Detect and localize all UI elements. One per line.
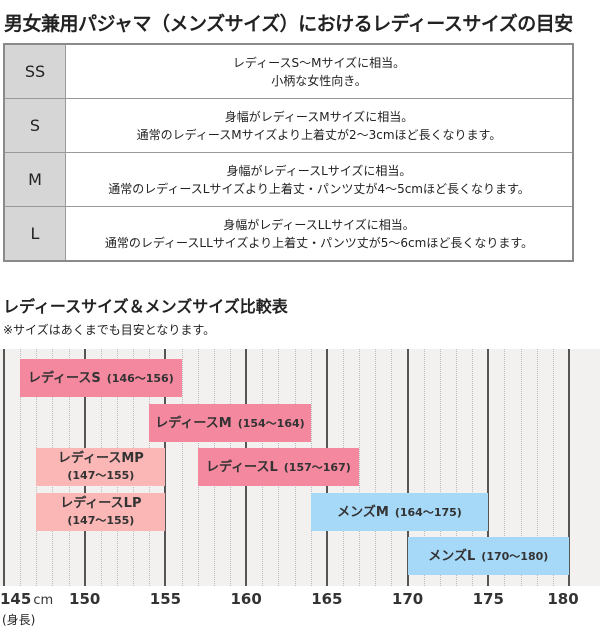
major-gridline — [3, 349, 5, 586]
minor-gridline — [439, 349, 441, 586]
range-bar: レディースM (154～164) — [149, 404, 311, 442]
description-line: レディースS～Mサイズに相当。 — [232, 55, 406, 70]
major-gridline — [568, 349, 570, 586]
range-bar: レディースS (146～156) — [20, 359, 182, 397]
minor-gridline — [504, 349, 506, 586]
minor-gridline — [391, 349, 393, 586]
tick-value: 175 — [472, 590, 504, 608]
size-description: 身幅がレディースMサイズに相当。通常のレディースMサイズより上着丈が2～3cmほ… — [65, 98, 574, 153]
minor-gridline — [20, 349, 22, 586]
size-label: SS — [3, 43, 66, 99]
comparison-title: レディースサイズ＆メンズサイズ比較表 — [3, 297, 288, 316]
description-line: 通常のレディースLサイズより上着丈・パンツ丈が4～5cmほど長くなります。 — [108, 181, 530, 196]
tick-value: 180 — [547, 590, 579, 608]
major-gridline — [164, 349, 167, 586]
size-table: SS レディースS～Mサイズに相当。 小柄な女性向き。 S 身幅がレディースMサイズに相… — [3, 43, 574, 262]
description-line: 通常のレディースLLサイズより上着丈・パンツ丈が5～6cmほど長くなります。 — [104, 235, 534, 250]
bar-label: レディースLP — [60, 496, 142, 511]
x-tick-label: 180 — [547, 590, 578, 608]
bar-range-label: (164～175) — [394, 505, 462, 519]
x-axis-label: (身長) — [2, 613, 36, 627]
x-unit: cm — [33, 593, 54, 608]
size-description: レディースS～Mサイズに相当。 小柄な女性向き。 — [65, 43, 574, 99]
bar-range-label: (157～167) — [283, 460, 351, 474]
x-tick-label: 160 — [230, 590, 261, 608]
size-row: S 身幅がレディースMサイズに相当。 通常のレディースMサイズより上着丈が2～3cm… — [3, 98, 574, 153]
size-description: 身幅がレディースLサイズに相当。通常のレディースLサイズより上着丈・パンツ丈が4… — [65, 152, 574, 207]
size-description: 身幅がレディースLLサイズに相当。通常のレディースLLサイズより上着丈・パンツ丈… — [65, 206, 574, 262]
x-tick-label: 170 — [392, 590, 423, 608]
bar-range-label: (170～180) — [481, 549, 549, 563]
tick-value: 150 — [69, 590, 101, 608]
minor-gridline — [520, 349, 522, 586]
note: ※サイズはあくまでも目安となります。 — [3, 323, 216, 337]
size-label: L — [3, 206, 66, 262]
range-bar: レディースL (157～167) — [197, 448, 360, 486]
range-bar: メンズL (170～180) — [407, 537, 569, 575]
minor-gridline — [456, 349, 457, 586]
size-row: L 身幅がレディースLLサイズに相当。 通常のレディースLLサイズより上着丈・パンツ… — [3, 206, 574, 262]
range-bar: レディースLP (147～155) — [36, 493, 166, 531]
tick-value: 155 — [149, 590, 182, 608]
size-row: M 身幅がレディースLサイズに相当。 通常のレディースLサイズより上着丈・パンツ丈が… — [3, 152, 574, 207]
chart-plot-area: レディースS (146～156) レディースM (154～164) レディースMP (14… — [0, 349, 600, 586]
minor-gridline — [375, 349, 377, 586]
bar-range-label: (147～155) — [67, 469, 135, 482]
description-line: 小柄な女性向き。 — [271, 73, 367, 88]
size-label: M — [3, 152, 66, 207]
x-tick-label: 165 — [311, 590, 342, 608]
range-bar: メンズM (164～175) — [310, 493, 489, 531]
size-label: S — [3, 98, 66, 153]
major-gridline — [487, 349, 490, 586]
x-tick-label: 145 cm — [0, 590, 53, 608]
major-gridline — [406, 349, 409, 586]
size-row: SS レディースS～Mサイズに相当。 小柄な女性向き。 — [3, 43, 574, 99]
bar-range-label: (147～155) — [67, 514, 135, 527]
bar-range-label: (154～164) — [237, 416, 305, 430]
tick-value: 145 — [0, 590, 32, 608]
minor-gridline — [536, 349, 538, 586]
bar-label: メンズL — [428, 548, 476, 564]
bar-label: レディースMP — [57, 451, 144, 466]
bar-range-label: (146～156) — [106, 371, 174, 385]
tick-value: 165 — [311, 590, 343, 608]
range-bar: レディースMP (147～155) — [36, 448, 166, 486]
minor-gridline — [472, 349, 474, 586]
x-tick-label: 155 — [150, 590, 181, 608]
tick-value: 170 — [391, 590, 424, 608]
description-line: 身幅がレディースLLサイズに相当。 — [223, 217, 415, 232]
bar-label: メンズM — [337, 504, 389, 520]
bar-label: レディースL — [206, 459, 278, 475]
tick-value: 160 — [230, 590, 262, 608]
bar-label: レディースS — [27, 370, 101, 386]
minor-gridline — [359, 349, 361, 586]
bar-label: レディースM — [155, 415, 232, 431]
x-tick-label: 175 — [473, 590, 504, 608]
minor-gridline — [423, 349, 425, 586]
x-tick-label: 150 — [69, 590, 100, 608]
minor-gridline — [552, 349, 554, 586]
description-line: 身幅がレディースMサイズに相当。 — [224, 109, 414, 124]
description-line: 身幅がレディースLサイズに相当。 — [226, 163, 412, 178]
description-line: 通常のレディースMサイズより上着丈が2～3cmほど長くなります。 — [136, 127, 502, 142]
page-title: 男女兼用パジャマ（メンズサイズ）におけるレディースサイズの目安 — [4, 13, 573, 35]
minor-gridline — [181, 349, 183, 586]
